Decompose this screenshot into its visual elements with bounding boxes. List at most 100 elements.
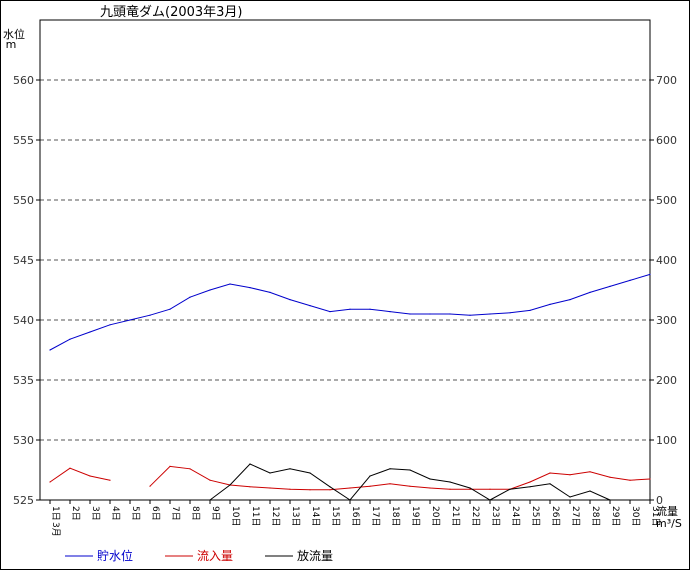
data-point — [609, 499, 611, 501]
right-axis-label: 流量 — [656, 504, 678, 518]
data-point — [89, 475, 91, 477]
data-point — [429, 478, 431, 480]
data-point — [269, 487, 271, 489]
data-point — [569, 496, 571, 498]
data-point — [549, 483, 551, 485]
x-tick-label: 14日 — [310, 506, 321, 526]
data-point — [209, 499, 211, 501]
x-tick-label: 16日 — [350, 506, 361, 526]
data-point — [449, 313, 451, 315]
data-point — [309, 472, 311, 474]
left-tick-label: 530 — [13, 434, 34, 447]
data-point — [189, 468, 191, 470]
data-point — [49, 481, 51, 483]
data-point — [289, 468, 291, 470]
data-point — [549, 303, 551, 305]
data-point — [609, 476, 611, 478]
x-tick-label: 30日 — [630, 506, 641, 526]
x-tick-label: 2日 — [70, 506, 81, 521]
legend-label: 流入量 — [197, 549, 233, 563]
data-point — [629, 479, 631, 481]
left-axis-unit: m — [6, 38, 17, 51]
data-point — [349, 308, 351, 310]
data-point — [569, 299, 571, 301]
x-tick-label: 1日 — [50, 506, 61, 521]
x-tick-label: 26日 — [550, 506, 561, 526]
series-line — [149, 465, 651, 491]
data-point — [449, 481, 451, 483]
right-tick-label: 500 — [656, 194, 677, 207]
data-point — [589, 490, 591, 492]
x-tick-label: 23日 — [490, 506, 501, 526]
right-tick-label: 200 — [656, 374, 677, 387]
right-tick-label: 700 — [656, 74, 677, 87]
data-point — [169, 465, 171, 467]
data-point — [69, 338, 71, 340]
legend-label: 貯水位 — [97, 548, 133, 563]
x-tick-label: 21日 — [450, 506, 461, 526]
left-tick-label: 535 — [13, 374, 34, 387]
data-point — [449, 488, 451, 490]
data-point — [209, 289, 211, 291]
data-point — [549, 472, 551, 474]
data-point — [529, 486, 531, 488]
data-point — [369, 475, 371, 477]
data-point — [489, 499, 491, 501]
right-axis-unit: m³/S — [656, 517, 682, 530]
x-tick-label: 13日 — [290, 506, 301, 526]
x-month-label: 3月 — [50, 522, 61, 537]
data-point — [389, 311, 391, 313]
data-point — [409, 469, 411, 471]
left-tick-label: 525 — [13, 494, 34, 507]
data-point — [409, 313, 411, 315]
data-point — [369, 308, 371, 310]
x-tick-label: 28日 — [590, 506, 601, 526]
series-line — [49, 273, 651, 351]
data-point — [489, 313, 491, 315]
x-tick-label: 29日 — [610, 506, 621, 526]
data-point — [309, 489, 311, 491]
data-point — [629, 279, 631, 281]
x-tick-label: 3日 — [90, 506, 101, 521]
data-point — [269, 472, 271, 474]
left-tick-label: 550 — [13, 194, 34, 207]
data-point — [229, 283, 231, 285]
data-point — [129, 319, 131, 321]
left-tick-label: 540 — [13, 314, 34, 327]
x-tick-label: 25日 — [530, 506, 541, 526]
data-point — [389, 468, 391, 470]
data-point — [329, 486, 331, 488]
x-tick-label: 5日 — [130, 506, 141, 521]
data-point — [369, 485, 371, 487]
x-tick-label: 31日 — [650, 506, 661, 526]
x-tick-label: 4日 — [110, 506, 121, 521]
data-point — [389, 483, 391, 485]
left-tick-label: 545 — [13, 254, 34, 267]
right-tick-label: 400 — [656, 254, 677, 267]
data-point — [649, 273, 651, 275]
data-point — [329, 489, 331, 491]
data-point — [349, 487, 351, 489]
x-tick-label: 24日 — [510, 506, 521, 526]
data-point — [529, 309, 531, 311]
series-流入量 — [49, 465, 651, 491]
data-point — [49, 349, 51, 351]
data-point — [169, 308, 171, 310]
data-point — [289, 299, 291, 301]
x-tick-label: 19日 — [410, 506, 421, 526]
legend-label: 放流量 — [297, 548, 333, 563]
data-point — [509, 312, 511, 314]
data-point — [229, 484, 231, 486]
data-point — [209, 479, 211, 481]
data-point — [149, 485, 151, 487]
x-tick-label: 15日 — [330, 506, 341, 526]
data-point — [409, 485, 411, 487]
data-point — [509, 488, 511, 490]
x-tick-label: 18日 — [390, 506, 401, 526]
right-tick-label: 600 — [656, 134, 677, 147]
data-point — [109, 324, 111, 326]
left-tick-label: 560 — [13, 74, 34, 87]
data-point — [429, 487, 431, 489]
